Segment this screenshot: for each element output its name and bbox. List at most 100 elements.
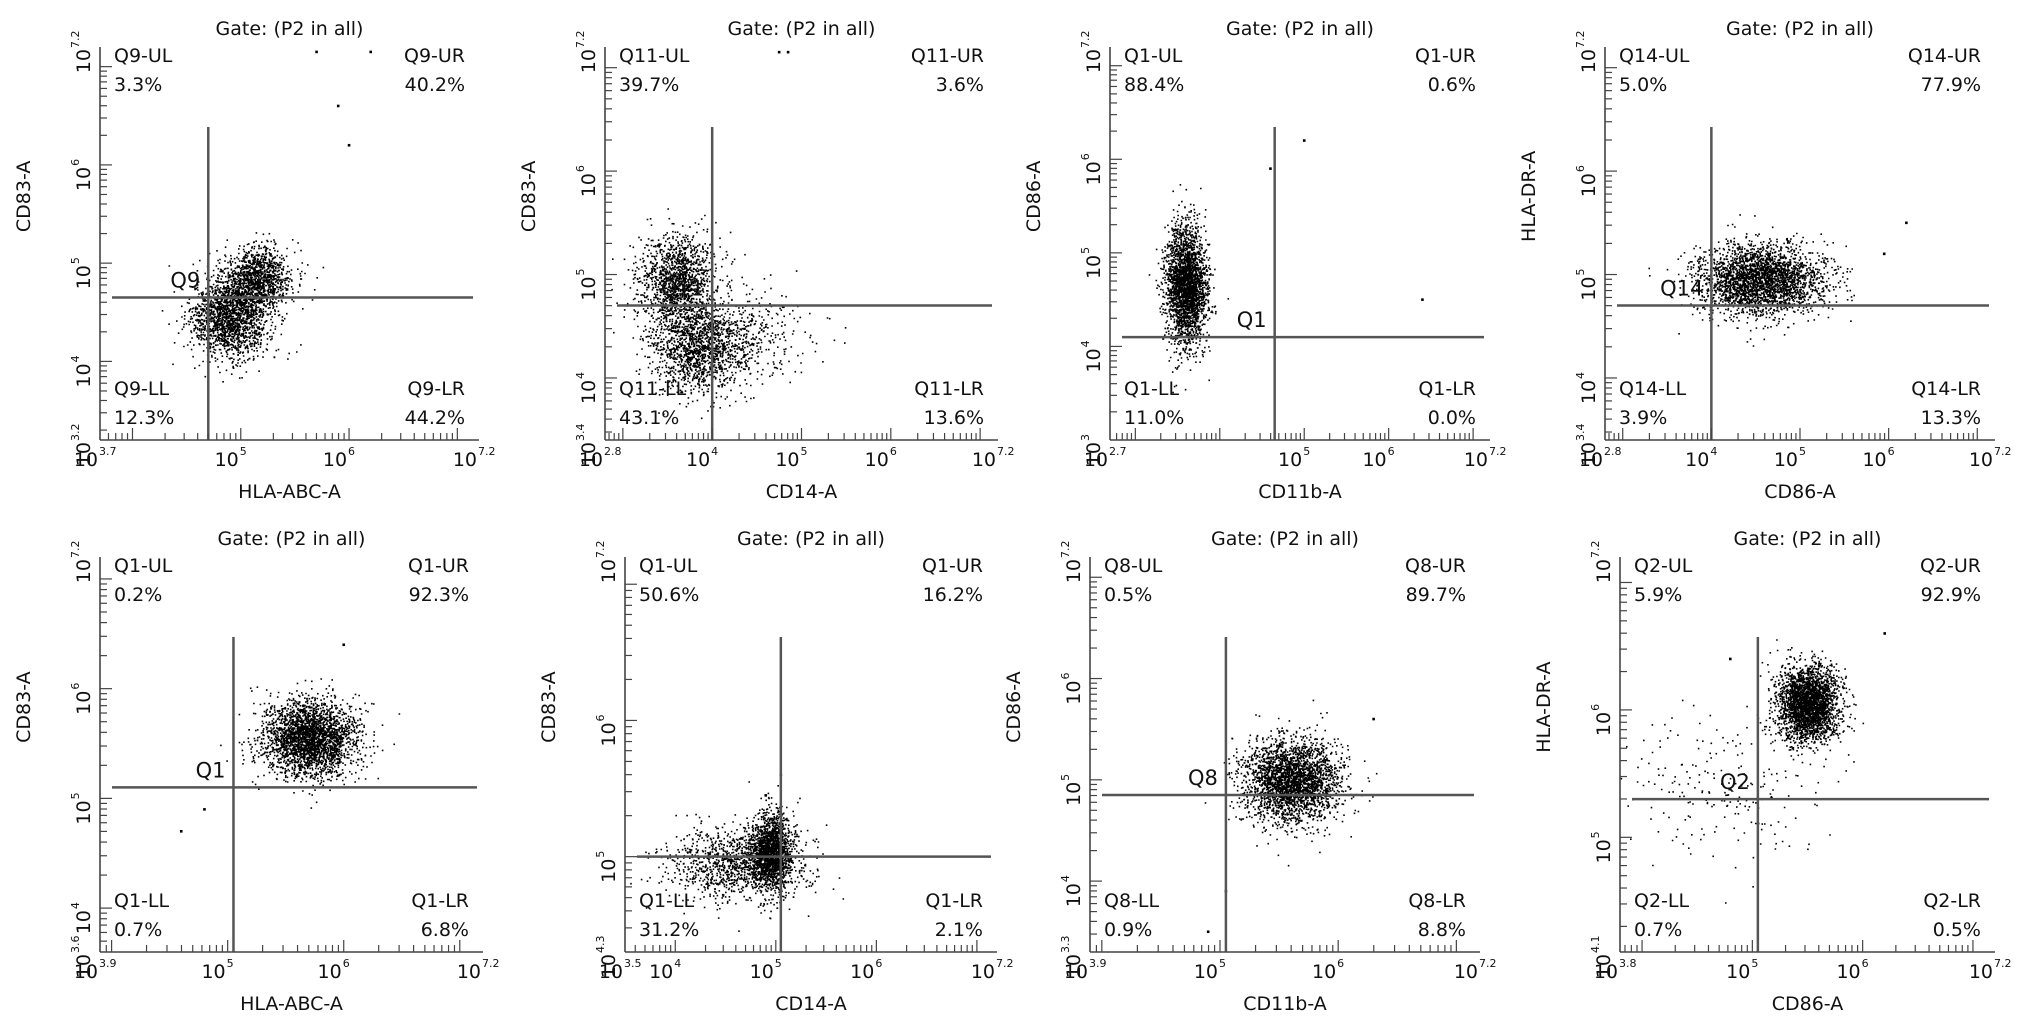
y-tick-label-exponent: 7.2 — [1574, 31, 1587, 49]
quadrant-ul-name: Q1-UL — [639, 555, 698, 577]
y-tick-label: 107.2 — [1079, 31, 1105, 74]
quadrant-ul-percent: 39.7% — [619, 74, 679, 96]
y-tick-label-exponent: 6 — [69, 159, 82, 166]
y-tick-label-exponent: 4 — [1059, 875, 1072, 882]
y-tick-label: 106 — [1059, 673, 1085, 705]
gate-name-label: Q9 — [170, 269, 200, 293]
x-tick-label-exponent: 3.7 — [99, 445, 117, 458]
outlier-dot — [777, 50, 781, 54]
y-tick-label-base: 10 — [1578, 442, 1600, 466]
y-tick-label-exponent: 4.3 — [594, 936, 607, 954]
y-tick-label-exponent: 4.1 — [1589, 936, 1602, 954]
x-tick-label-base: 10 — [1278, 449, 1302, 471]
axes — [1109, 47, 1490, 441]
quadrant-lr-name: Q11-LR — [914, 378, 984, 400]
y-tick-label: 103.2 — [69, 424, 95, 467]
quadrant-ll-percent: 0.7% — [1634, 919, 1682, 941]
y-tick-label: 107.2 — [574, 31, 600, 74]
y-tick-label-base: 10 — [73, 363, 95, 387]
y-tick-label-exponent: 5 — [1059, 774, 1072, 781]
quadrant-ll-percent: 11.0% — [1124, 407, 1184, 429]
quadrant-lr-percent: 44.2% — [405, 407, 465, 429]
outlier-dot — [1269, 167, 1272, 170]
y-tick-label-base: 10 — [598, 559, 620, 583]
y-tick-label-exponent: 7.2 — [69, 31, 82, 49]
x-tick-label-base: 10 — [1774, 449, 1798, 471]
x-tick-label-base: 10 — [972, 449, 996, 471]
axes — [604, 47, 998, 441]
y-tick-label-exponent: 6 — [1059, 673, 1072, 680]
x-tick-label-exponent: 5 — [775, 957, 782, 970]
y-tick-label-base: 10 — [1593, 559, 1615, 583]
quadrant-ur-name: Q1-UR — [1415, 45, 1476, 67]
y-tick-label-base: 10 — [1083, 348, 1105, 372]
x-tick-label-base: 10 — [1579, 449, 1603, 471]
quadrant-lr-percent: 13.3% — [1921, 407, 1981, 429]
outlier-dot — [203, 808, 206, 811]
y-tick-label-base: 10 — [73, 265, 95, 289]
y-tick-label: 104 — [1059, 875, 1085, 907]
y-tick-label-base: 10 — [578, 49, 600, 73]
outlier-dot — [764, 794, 768, 797]
quadrant-ll-percent: 12.3% — [114, 407, 174, 429]
event-dots — [611, 50, 847, 420]
quadrant-ul-percent: 0.2% — [114, 584, 162, 606]
y-tick-label-exponent: 6 — [1079, 153, 1092, 160]
quadrant-ul-name: Q14-UL — [1619, 45, 1690, 67]
x-tick-label-exponent: 6 — [343, 957, 350, 970]
x-tick-label-exponent: 2.8 — [604, 445, 622, 458]
quadrant-ul-name: Q11-UL — [619, 45, 690, 67]
y-tick-label-exponent: 7.2 — [1059, 541, 1072, 559]
x-tick-label-exponent: 6 — [1337, 957, 1344, 970]
x-tick-label-exponent: 5 — [801, 445, 808, 458]
quadrant-ll-name: Q1-LL — [114, 890, 169, 912]
y-tick-label: 104 — [1079, 340, 1105, 372]
quadrant-ul-name: Q1-UL — [114, 555, 173, 577]
quadrant-ll-percent: 0.7% — [114, 919, 162, 941]
x-tick-label-exponent: 7.2 — [478, 445, 496, 458]
y-tick-label: 107.2 — [69, 541, 95, 584]
gate-name-label: Q1 — [196, 758, 226, 782]
y-axis-title: CD83-A — [13, 671, 35, 743]
y-axis-title-group: CD83-A — [538, 671, 560, 743]
event-density — [1204, 699, 1378, 867]
axes — [624, 557, 997, 953]
scatter-panel-8: Gate: (P2 in all) Q2 Q2-UL 5.9% Q2-UR 92.9% Q2… — [1533, 528, 2012, 1015]
quadrant-ur-percent: 0.6% — [1428, 74, 1476, 96]
y-tick-label-base: 10 — [1063, 681, 1085, 705]
x-tick-label-base: 10 — [1312, 961, 1336, 983]
x-tick-label-base: 10 — [971, 961, 995, 983]
y-tick-label: 105 — [69, 257, 95, 289]
quadrant-ur-percent: 92.3% — [409, 584, 469, 606]
y-tick-label-exponent: 4 — [1079, 340, 1092, 347]
y-tick-label-exponent: 5 — [69, 792, 82, 799]
y-tick-label-base: 10 — [1083, 49, 1105, 73]
quadrant-ul-name: Q8-UL — [1104, 555, 1163, 577]
scatter-panel-7: Gate: (P2 in all) Q8 Q8-UL 0.5% Q8-UR 89.7% Q8… — [1003, 528, 1497, 1015]
x-tick-label-base: 10 — [1454, 961, 1478, 983]
y-tick-label-base: 10 — [73, 800, 95, 824]
x-tick-label-exponent: 4 — [1710, 445, 1717, 458]
x-tick-label-base: 10 — [1836, 961, 1860, 983]
x-tick-label-exponent: 7.2 — [1994, 445, 2012, 458]
x-tick-label-base: 10 — [1594, 961, 1618, 983]
x-tick-label-exponent: 2.8 — [1604, 445, 1622, 458]
y-tick-label-exponent: 7.2 — [1589, 541, 1602, 559]
quadrant-ur-name: Q2-UR — [1920, 555, 1981, 577]
x-tick-label-exponent: 5 — [1219, 957, 1226, 970]
axes — [1089, 557, 1480, 953]
quadrant-lr-name: Q2-LR — [1923, 890, 1981, 912]
y-tick-label-exponent: 4 — [574, 372, 587, 379]
scatter-panel-2: Gate: (P2 in all) Q11 Q11-UL 39.7% Q11-UR 3.6… — [518, 18, 1015, 503]
quadrant-ll-percent: 0.9% — [1104, 919, 1152, 941]
quadrant-ul-percent: 3.3% — [114, 74, 162, 96]
quadrant-lr-name: Q1-LR — [1418, 378, 1476, 400]
quadrant-lr-percent: 13.6% — [924, 407, 984, 429]
y-axis-title: HLA-DR-A — [1518, 151, 1540, 242]
y-tick-label-exponent: 3 — [1079, 434, 1092, 441]
y-axis-title: CD86-A — [1023, 161, 1045, 233]
gate-name-label: Q11 — [661, 277, 704, 301]
y-tick-label: 105 — [1574, 269, 1600, 301]
quadrant-ul-percent: 50.6% — [639, 584, 699, 606]
